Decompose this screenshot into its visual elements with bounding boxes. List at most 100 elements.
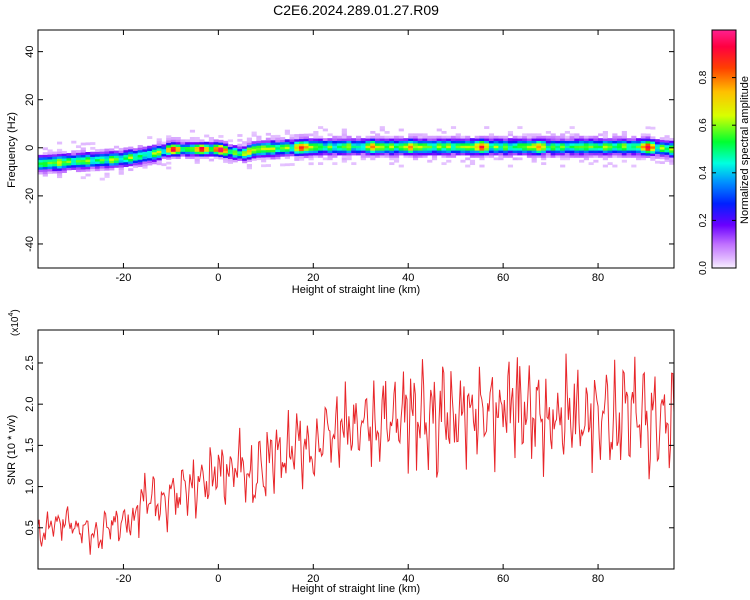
heatmap-cell bbox=[631, 135, 637, 139]
heatmap-cell bbox=[536, 145, 542, 149]
heatmap-cell bbox=[322, 147, 328, 151]
heatmap-cell bbox=[583, 150, 589, 153]
heatmap-cell bbox=[194, 161, 200, 164]
heatmap-cell bbox=[441, 142, 447, 146]
heatmap-cell bbox=[412, 133, 419, 137]
heatmap-cell bbox=[417, 138, 423, 141]
heatmap-cell bbox=[664, 149, 670, 153]
heatmap-cell bbox=[512, 152, 518, 156]
heatmap-cell bbox=[484, 140, 490, 144]
heatmap-cell bbox=[379, 145, 385, 149]
heatmap-cell bbox=[607, 142, 613, 146]
heatmap-cell bbox=[242, 150, 248, 154]
heatmap-cell bbox=[574, 142, 580, 146]
heatmap-cell bbox=[579, 138, 585, 141]
heatmap-cell bbox=[498, 142, 504, 146]
heatmap-cell bbox=[422, 152, 428, 156]
heatmap-cell bbox=[351, 150, 357, 153]
heatmap-cell bbox=[541, 157, 547, 161]
heatmap-cell bbox=[251, 150, 257, 154]
heatmap-cell bbox=[650, 145, 656, 149]
heatmap-cell bbox=[142, 158, 148, 162]
heatmap-cell bbox=[526, 145, 533, 149]
heatmap-cell bbox=[631, 150, 637, 153]
heatmap-cell bbox=[113, 145, 120, 149]
heatmap-cell bbox=[607, 138, 613, 141]
heatmap-cell bbox=[318, 138, 324, 141]
heatmap-cell bbox=[408, 135, 414, 139]
heatmap-cell bbox=[265, 152, 271, 155]
heatmap-cell bbox=[612, 135, 618, 139]
heatmap-cell bbox=[251, 133, 257, 137]
heatmap-cell bbox=[560, 155, 566, 158]
heatmap-cell bbox=[42, 168, 48, 172]
heatmap-cell bbox=[161, 141, 167, 145]
heatmap-cell bbox=[218, 147, 224, 150]
heatmap-cell bbox=[56, 141, 63, 145]
heatmap-cell bbox=[427, 147, 433, 151]
heatmap-cell bbox=[265, 132, 271, 136]
heatmap-cell bbox=[71, 157, 77, 161]
heatmap-cell bbox=[507, 138, 514, 141]
heatmap-cell bbox=[384, 155, 390, 158]
heatmap-cell bbox=[275, 146, 281, 150]
heatmap-cell bbox=[664, 152, 670, 155]
heatmap-cell bbox=[52, 170, 58, 174]
heatmap-cell bbox=[403, 142, 409, 146]
heatmap-cell bbox=[270, 137, 276, 141]
heatmap-cell bbox=[669, 157, 674, 161]
heatmap-cell bbox=[465, 157, 471, 161]
heatmap-cell bbox=[246, 152, 252, 155]
heatmap-cell bbox=[365, 152, 371, 156]
heatmap-cell bbox=[246, 139, 252, 143]
heatmap-cell bbox=[99, 177, 105, 181]
heatmap-cell bbox=[132, 165, 139, 168]
heatmap-cell bbox=[484, 155, 490, 158]
heatmap-cell bbox=[356, 150, 362, 153]
heatmap-cell bbox=[446, 138, 452, 141]
heatmap-cell bbox=[52, 156, 58, 160]
heatmap-cell bbox=[204, 151, 210, 155]
heatmap-cell bbox=[227, 146, 233, 150]
heatmap-cell bbox=[474, 152, 480, 156]
heatmap-cell bbox=[299, 155, 305, 159]
heatmap-cell bbox=[503, 150, 509, 153]
heatmap-cell bbox=[256, 154, 262, 158]
heatmap-cell bbox=[541, 145, 547, 149]
heatmap-cell bbox=[403, 145, 409, 149]
heatmap-cell bbox=[194, 151, 200, 155]
heatmap-cell bbox=[360, 152, 366, 156]
heatmap-cell bbox=[71, 155, 77, 158]
heatmap-cell bbox=[602, 133, 608, 137]
heatmap-cell bbox=[379, 152, 385, 156]
heatmap-cell bbox=[66, 155, 72, 159]
spectrogram-y-axis: -40 -20 0 20 40 bbox=[24, 46, 674, 252]
heatmap-cell bbox=[602, 142, 608, 146]
heatmap-cell bbox=[607, 147, 613, 151]
heatmap-cell bbox=[579, 159, 585, 163]
heatmap-cell bbox=[47, 159, 53, 162]
heatmap-cell bbox=[650, 143, 656, 147]
heatmap-cell bbox=[389, 157, 395, 161]
heatmap-cell bbox=[265, 149, 271, 153]
heatmap-cell bbox=[71, 159, 77, 163]
heatmap-cell bbox=[640, 152, 646, 156]
heatmap-cell bbox=[56, 158, 63, 162]
heatmap-cell bbox=[246, 159, 252, 163]
heatmap-cell bbox=[531, 138, 537, 141]
heatmap-cell bbox=[294, 155, 300, 159]
svg-text:(x104): (x104) bbox=[8, 309, 21, 336]
heatmap-cell bbox=[242, 158, 248, 161]
heatmap-cell bbox=[142, 149, 148, 152]
heatmap-cell bbox=[545, 145, 551, 149]
heatmap-cell bbox=[564, 150, 570, 153]
heatmap-cell bbox=[313, 135, 319, 139]
heatmap-cell bbox=[389, 135, 395, 139]
heatmap-cell bbox=[560, 152, 566, 156]
heatmap-cell bbox=[427, 142, 433, 146]
heatmap-cell bbox=[47, 149, 53, 153]
heatmap-cell bbox=[147, 157, 153, 161]
heatmap-cell bbox=[341, 157, 347, 161]
heatmap-cell bbox=[617, 145, 623, 149]
